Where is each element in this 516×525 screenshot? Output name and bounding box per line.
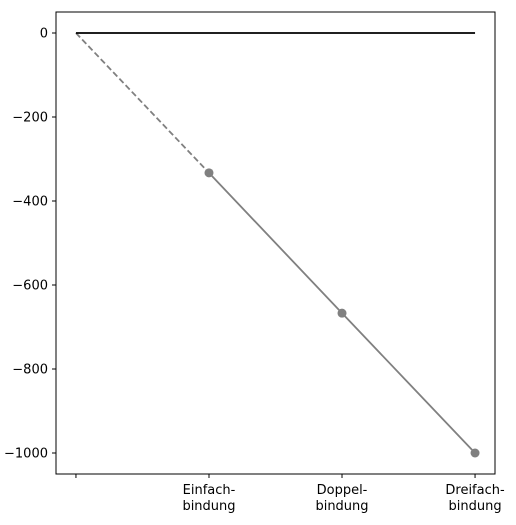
- series-0-point: [204, 168, 214, 178]
- y-tick-label: −400: [12, 195, 48, 210]
- y-tick-label: 0: [40, 27, 48, 42]
- x-tick-label: Doppel-bindung: [315, 483, 368, 514]
- y-tick-label: −600: [12, 279, 48, 294]
- series-0-dashed-segment: [75, 32, 210, 174]
- y-tick-label: −1000: [4, 447, 48, 462]
- plot-frame: [55, 11, 496, 475]
- x-tick-label: Einfach-bindung: [182, 483, 235, 514]
- x-tick-label: Dreifach-bindung: [445, 483, 505, 514]
- series-layer: [75, 32, 480, 458]
- series-0-point: [470, 448, 480, 458]
- y-tick-label: −800: [12, 363, 48, 378]
- series-0-point: [337, 308, 347, 318]
- y-tick-label: −200: [12, 111, 48, 126]
- axes-layer: 0 −200 −400 −600 −800 −1000 Einfach-bindung Dop…: [4, 11, 505, 514]
